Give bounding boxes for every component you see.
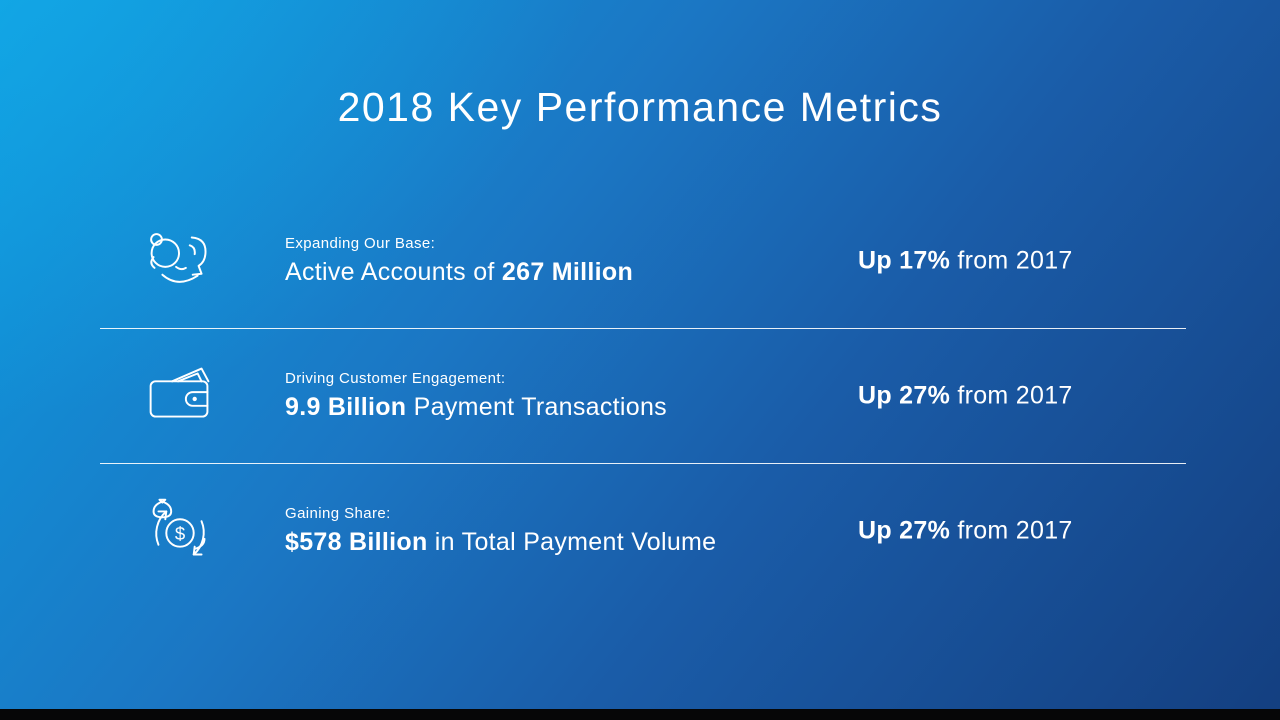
metric-row-total-payment-volume: $ Gaining Share: $578 Billion in Total P… (100, 464, 1186, 598)
metric-bold: $578 Billion (285, 528, 428, 556)
metric-value: 9.9 Billion Payment Transactions (285, 393, 667, 422)
metric-label: Gaining Share: (285, 505, 391, 522)
delta-bold: Up 27% (858, 381, 951, 410)
metric-post: Payment Transactions (406, 393, 667, 421)
metric-text: Driving Customer Engagement: 9.9 Billion… (285, 370, 667, 422)
metric-label: Driving Customer Engagement: (285, 370, 506, 387)
metric-text: Expanding Our Base: Active Accounts of 2… (285, 235, 633, 287)
metric-delta: Up 27% from 2017 (858, 517, 1073, 546)
metric-bold: 9.9 Billion (285, 393, 407, 421)
page-title: 2018 Key Performance Metrics (337, 84, 943, 130)
metrics-list: Expanding Our Base: Active Accounts of 2… (100, 194, 1186, 598)
bottom-black-bar (0, 709, 1280, 720)
metric-pre: Active Accounts of (285, 258, 502, 286)
metric-value: Active Accounts of 267 Million (285, 258, 633, 287)
currency-exchange-icon: $ (133, 484, 227, 578)
delta-bold: Up 17% (858, 246, 951, 275)
svg-text:$: $ (175, 523, 186, 544)
metric-text: Gaining Share: $578 Billion in Total Pay… (285, 505, 716, 557)
metric-delta: Up 17% from 2017 (858, 247, 1073, 276)
delta-rest: from 2017 (950, 246, 1073, 275)
delta-rest: from 2017 (950, 381, 1073, 410)
people-icon (133, 214, 227, 308)
delta-bold: Up 27% (858, 516, 951, 545)
metric-value: $578 Billion in Total Payment Volume (285, 528, 716, 557)
metric-post: in Total Payment Volume (427, 528, 717, 556)
metric-bold: 267 Million (501, 258, 634, 286)
delta-rest: from 2017 (950, 516, 1073, 545)
metric-delta: Up 27% from 2017 (858, 382, 1073, 411)
metric-row-payment-transactions: Driving Customer Engagement: 9.9 Billion… (100, 329, 1186, 464)
metric-label: Expanding Our Base: (285, 235, 436, 252)
wallet-icon (133, 349, 227, 443)
metric-row-active-accounts: Expanding Our Base: Active Accounts of 2… (100, 194, 1186, 329)
